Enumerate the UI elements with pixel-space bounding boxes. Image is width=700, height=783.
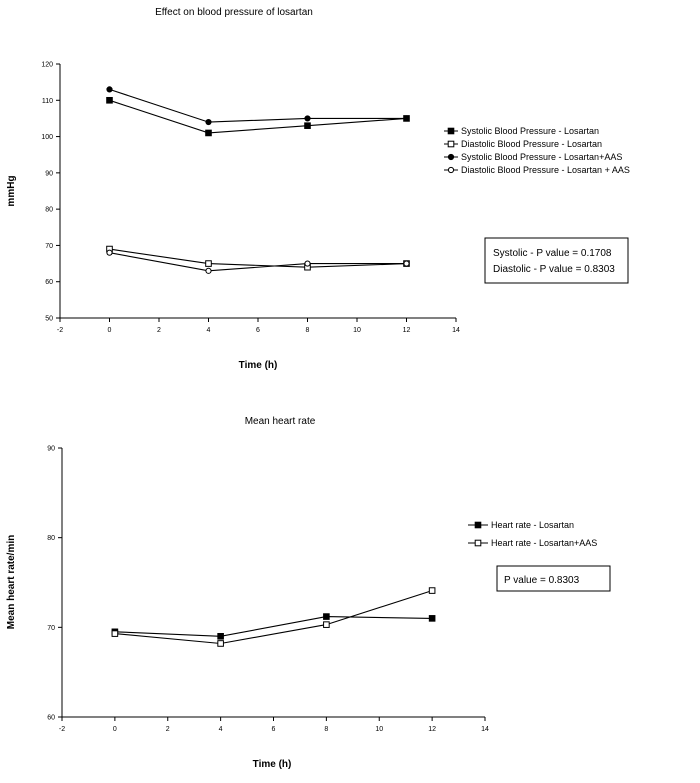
legend-marker-1 <box>474 539 482 547</box>
legend-marker-0 <box>474 521 482 529</box>
series-line-0 <box>109 99 407 134</box>
x-axis-label: Time (h) <box>253 759 292 770</box>
data-point-3 <box>205 267 212 274</box>
y-tick-label: 120 <box>41 62 53 69</box>
p-value-frame <box>496 565 611 592</box>
data-point-3 <box>106 249 113 256</box>
data-point-0 <box>106 96 113 104</box>
p-value-frame <box>484 237 629 284</box>
y-tick-label: 90 <box>45 170 53 177</box>
p-value-box: Systolic - P value = 0.1708 Diastolic - … <box>484 237 629 284</box>
legend-label-0: Heart rate - Losartan <box>491 520 574 530</box>
y-tick-label: 100 <box>41 134 53 141</box>
legend-marker-0 <box>447 127 455 135</box>
y-tick-label: 50 <box>45 316 53 323</box>
data-point-2 <box>403 115 410 122</box>
blood-pressure-chart: Effect on blood pressure of losartan Tim… <box>6 7 630 371</box>
data-point-0 <box>428 615 436 622</box>
legend-label-2: Systolic Blood Pressure - Losartan+AAS <box>461 152 622 162</box>
p-value-systolic: Systolic - P value = 0.1708 <box>493 248 612 259</box>
data-point-0 <box>323 613 330 620</box>
x-tick-label: 4 <box>219 726 223 733</box>
series-line-2 <box>109 88 407 123</box>
plot-area: 60 70 80 90 -2 0 2 4 6 8 10 12 14 <box>47 446 489 734</box>
x-tick-label: 14 <box>452 327 460 334</box>
data-point-2 <box>205 118 212 126</box>
x-axis-label: Time (h) <box>239 360 278 371</box>
y-axis-label: mmHg <box>6 175 17 206</box>
x-tick-label: 6 <box>256 327 260 334</box>
data-point-1 <box>323 621 330 628</box>
legend-label-1: Heart rate - Losartan+AAS <box>491 538 597 548</box>
x-tick-label: 0 <box>108 327 112 334</box>
data-point-0 <box>304 122 311 129</box>
legend-label-1: Diastolic Blood Pressure - Losartan <box>461 139 602 149</box>
x-tick-label: 6 <box>272 726 276 733</box>
data-point-2 <box>106 86 113 93</box>
legend-marker-1 <box>447 140 455 148</box>
y-tick-label: 80 <box>47 535 55 542</box>
plot-area: 50 60 70 80 90 100 110 120 -2 0 2 4 6 8 10 12 14 <box>41 62 460 335</box>
series-line-0 <box>114 616 433 637</box>
y-axis-label: Mean heart rate/min <box>6 535 17 629</box>
data-point-3 <box>304 260 311 267</box>
legend: Systolic Blood Pressure - Losartan Diasto… <box>444 126 630 175</box>
x-tick-label: 14 <box>481 726 489 733</box>
y-tick-label: 90 <box>47 446 55 453</box>
x-tick-label: 2 <box>157 327 161 334</box>
y-tick-label: 80 <box>45 207 53 214</box>
series-line-1 <box>114 590 433 645</box>
legend-marker-2 <box>447 153 455 161</box>
x-tick-label: 8 <box>306 327 310 334</box>
data-point-1 <box>428 587 436 594</box>
series-line-3 <box>109 252 407 272</box>
p-value-diastolic: Diastolic - P value = 0.8303 <box>493 264 615 275</box>
legend-marker-3 <box>447 166 455 174</box>
data-point-3 <box>403 260 410 267</box>
p-value-heart-rate: P value = 0.8303 <box>504 575 580 586</box>
y-tick-label: 60 <box>45 279 53 286</box>
data-point-1 <box>111 630 119 637</box>
chart-title: Mean heart rate <box>245 416 316 427</box>
x-tick-label: 10 <box>375 726 383 733</box>
y-tick-label: 70 <box>45 243 53 250</box>
x-tick-label: 0 <box>113 726 117 733</box>
x-tick-label: 12 <box>428 726 436 733</box>
y-tick-label: 60 <box>47 715 55 722</box>
x-tick-label: -2 <box>59 726 65 733</box>
legend-label-0: Systolic Blood Pressure - Losartan <box>461 126 599 136</box>
y-tick-label: 110 <box>42 98 53 105</box>
data-point-0 <box>205 129 212 137</box>
x-tick-label: -2 <box>57 327 63 334</box>
legend: Heart rate - Losartan Heart rate - Losart… <box>468 520 597 548</box>
chart-title: Effect on blood pressure of losartan <box>155 7 313 18</box>
data-point-0 <box>217 633 224 640</box>
series-line-1 <box>109 248 407 268</box>
data-point-1 <box>217 640 224 647</box>
x-tick-label: 8 <box>324 726 328 733</box>
x-tick-label: 4 <box>207 327 211 334</box>
x-tick-label: 12 <box>403 327 411 334</box>
data-point-2 <box>304 115 311 122</box>
heart-rate-chart: Mean heart rate Time (h) Mean heart rate… <box>6 416 611 770</box>
p-value-box: P value = 0.8303 <box>496 565 611 592</box>
data-point-1 <box>205 260 212 267</box>
x-tick-label: 10 <box>353 327 361 334</box>
legend-label-3: Diastolic Blood Pressure - Losartan + AA… <box>461 165 630 175</box>
x-tick-label: 2 <box>166 726 170 733</box>
y-tick-label: 70 <box>47 625 55 632</box>
